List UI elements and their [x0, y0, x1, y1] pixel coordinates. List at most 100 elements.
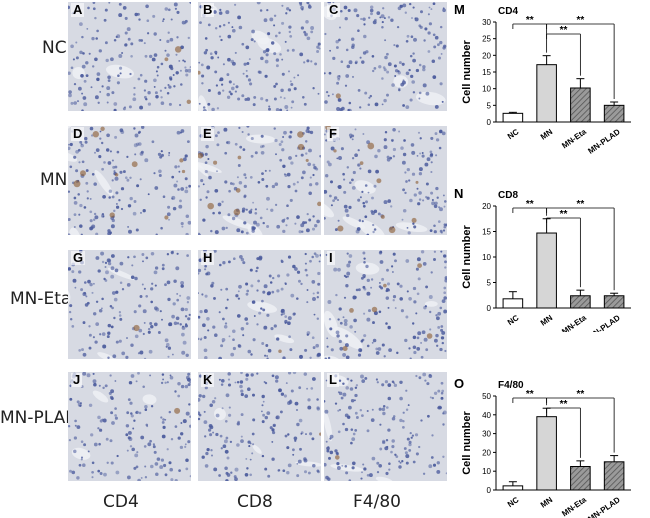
panel-letter-j: J: [71, 372, 83, 387]
significance-label: **: [526, 389, 534, 400]
significance-label: **: [576, 15, 584, 26]
micrograph-f: F: [324, 126, 447, 235]
bar-mn-eta: [570, 87, 591, 123]
y-tick-label: 10: [482, 253, 491, 262]
x-tick-label: MN-Eta: [560, 313, 588, 332]
x-tick-label: MN-Eta: [560, 495, 588, 518]
panel-letter-e: E: [201, 126, 214, 141]
x-tick-label: MN: [539, 313, 555, 328]
significance-bracket: [546, 207, 615, 291]
micrograph-b: B: [198, 2, 321, 111]
significance-label: **: [526, 15, 534, 26]
micrograph-j: J: [68, 372, 191, 481]
chart-title: CD4: [498, 6, 518, 17]
y-tick-label: 15: [482, 68, 491, 77]
panel-letter-k: K: [201, 372, 215, 387]
y-tick-label: 10: [482, 467, 491, 476]
x-tick-label: MN: [539, 127, 555, 142]
panel-letter-a: A: [71, 2, 85, 17]
significance-bracket: [546, 23, 615, 99]
row-label-nc: NC: [42, 38, 67, 58]
panel-letter-l: L: [327, 372, 339, 387]
y-tick-label: 20: [482, 51, 491, 60]
y-tick-label: 20: [482, 448, 491, 457]
panel-letter-d: D: [71, 126, 85, 141]
x-tick-label: MN-PLAD: [586, 313, 622, 332]
x-tick-label: MN-Eta: [560, 127, 588, 150]
micrograph-l: L: [324, 372, 447, 481]
col-label-cd8: CD8: [237, 492, 273, 512]
micrograph-g: G: [68, 250, 191, 359]
micrograph-h: H: [198, 250, 321, 359]
x-tick-label: NC: [506, 127, 521, 141]
bar-mn: [536, 232, 557, 309]
y-axis-label: Cell number: [461, 40, 473, 104]
significance-bracket: [546, 217, 581, 288]
micrograph-e: E: [198, 126, 321, 235]
y-tick-label: 15: [482, 228, 491, 237]
panel-letter-h: H: [201, 250, 215, 265]
panel-letter-c: C: [327, 2, 341, 17]
x-tick-label: MN: [539, 495, 555, 510]
bar-mn-eta: [570, 295, 591, 309]
y-tick-label: 0: [487, 486, 492, 495]
x-tick-label: MN-PLAD: [586, 127, 622, 156]
chart-panel-letter: N: [454, 186, 463, 201]
panel-letter-b: B: [201, 2, 215, 17]
y-tick-label: 5: [487, 101, 492, 110]
significance-bracket: [546, 397, 615, 453]
chart-title: CD8: [498, 190, 518, 201]
bar-mn-eta: [570, 466, 591, 491]
row-label-mn-eta: MN-Eta: [10, 289, 72, 309]
y-axis-label: Cell number: [461, 225, 473, 289]
row-label-mn: MN: [40, 170, 68, 190]
y-tick-label: 10: [482, 85, 491, 94]
chart-panel-letter: M: [454, 2, 465, 17]
y-tick-label: 40: [482, 411, 491, 420]
micrograph-d: D: [68, 126, 191, 235]
y-tick-label: 30: [482, 430, 491, 439]
significance-bracket: [546, 33, 581, 76]
bar-mn: [536, 416, 557, 491]
micrograph-i: I: [324, 250, 447, 359]
x-tick-label: NC: [506, 495, 521, 509]
chart-panel-letter: O: [454, 376, 464, 391]
chart-cd8: N CD8 0 5 10 15 20 Cell number NC MN MN-EtaMN-PLAD…: [454, 186, 631, 332]
col-label-cd4: CD4: [103, 492, 139, 512]
significance-label: **: [560, 399, 568, 410]
bar-nc: [502, 485, 524, 491]
micrograph-a: A: [68, 2, 191, 111]
y-tick-label: 0: [487, 118, 492, 127]
y-tick-label: 5: [487, 279, 492, 288]
significance-label: **: [560, 209, 568, 220]
y-tick-label: 50: [482, 392, 491, 401]
chart-cd4: M CD4 0 5 10 15 20 25 30 Cell number NC MN MN-EtaMN-…: [454, 2, 631, 156]
bar-nc: [502, 298, 524, 309]
bar-nc: [502, 112, 524, 123]
significance-label: **: [576, 389, 584, 400]
bar-mn-plad: [603, 295, 625, 309]
y-axis-label: Cell number: [461, 411, 473, 475]
panel-letter-f: F: [327, 126, 339, 141]
bar-mn-plad: [603, 461, 625, 491]
y-tick-label: 25: [482, 35, 491, 44]
bar-mn: [536, 64, 557, 123]
col-label-f480: F4/80: [353, 492, 401, 512]
bar-mn-plad: [603, 104, 625, 123]
y-tick-label: 0: [487, 304, 492, 313]
significance-label: **: [526, 199, 534, 210]
chart-f480: O F4/80 0 10 20 30 40 50 Cell number NC MN MN-EtaMN…: [454, 376, 631, 518]
x-tick-label: MN-PLAD: [586, 495, 622, 518]
micrograph-k: K: [198, 372, 321, 481]
significance-label: **: [576, 199, 584, 210]
significance-bracket: [546, 407, 581, 458]
row-label-mn-plad: MN-PLAD: [0, 408, 79, 428]
significance-label: **: [560, 25, 568, 36]
chart-title: F4/80: [498, 380, 524, 391]
y-tick-label: 30: [482, 18, 491, 27]
y-tick-label: 20: [482, 202, 491, 211]
micrograph-c: C: [324, 2, 447, 111]
x-tick-label: NC: [506, 313, 521, 327]
significance-bracket: [512, 23, 548, 53]
